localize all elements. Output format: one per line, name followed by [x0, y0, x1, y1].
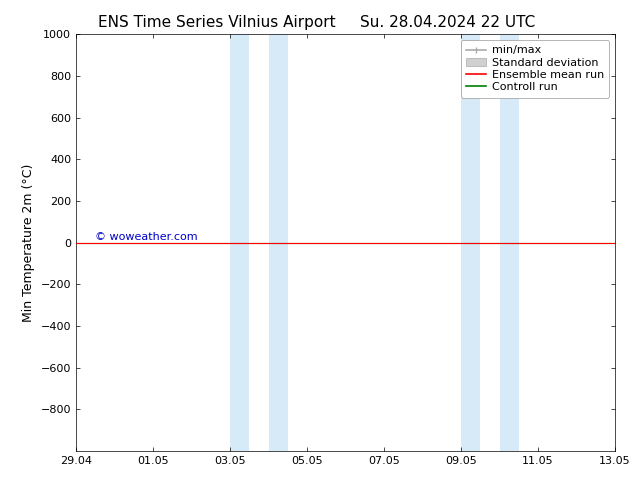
Y-axis label: Min Temperature 2m (°C): Min Temperature 2m (°C) [22, 163, 35, 322]
Bar [500, 34, 519, 451]
Text: © woweather.com: © woweather.com [95, 232, 198, 242]
Bar [461, 34, 480, 451]
Bar [269, 34, 288, 451]
Bar [230, 34, 249, 451]
Legend: min/max, Standard deviation, Ensemble mean run, Controll run: min/max, Standard deviation, Ensemble me… [460, 40, 609, 98]
Text: ENS Time Series Vilnius Airport     Su. 28.04.2024 22 UTC: ENS Time Series Vilnius Airport Su. 28.0… [98, 15, 536, 30]
